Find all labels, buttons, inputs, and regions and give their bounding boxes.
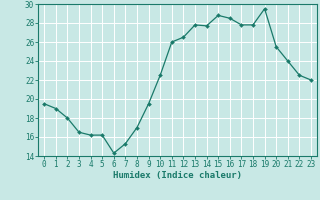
X-axis label: Humidex (Indice chaleur): Humidex (Indice chaleur) [113, 171, 242, 180]
